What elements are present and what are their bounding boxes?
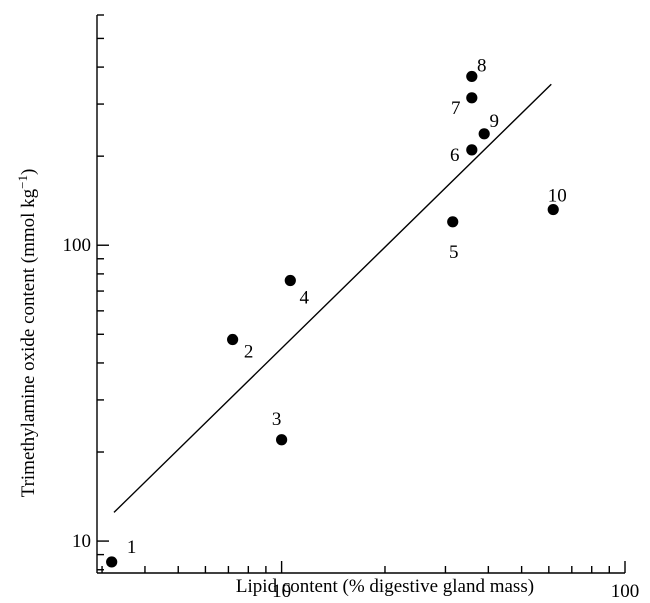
regression-line — [113, 83, 552, 513]
data-point-1 — [106, 556, 118, 568]
y-axis-title-close: ) — [18, 169, 39, 175]
data-point-6 — [466, 144, 478, 156]
y-tick-label: 100 — [63, 235, 92, 256]
x-tick-label: 10 — [272, 581, 291, 602]
y-axis-title-superscript: −1 — [15, 175, 30, 189]
point-label-5: 5 — [449, 242, 459, 263]
data-point-8 — [466, 70, 478, 83]
point-label-10: 10 — [548, 186, 567, 207]
point-label-2: 2 — [244, 342, 254, 363]
point-label-9: 9 — [489, 111, 499, 132]
point-label-8: 8 — [477, 55, 487, 76]
point-label-7: 7 — [451, 98, 461, 119]
y-axis-title: Trimethylamine oxide content (mmol kg−1) — [15, 169, 40, 498]
point-labels-layer: 1 2 3 4 5 6 7 8 9 10 — [127, 55, 567, 558]
data-point-5 — [447, 216, 459, 228]
data-point-7 — [466, 92, 478, 104]
point-label-6: 6 — [450, 145, 460, 166]
y-axis-title-main: Trimethylamine oxide content (mmol kg — [18, 188, 39, 497]
regression-line-layer — [113, 83, 552, 513]
point-label-4: 4 — [300, 287, 310, 308]
data-point-4 — [284, 274, 296, 287]
data-point-10 — [547, 203, 559, 216]
point-label-3: 3 — [272, 409, 282, 430]
data-points-layer — [106, 70, 559, 568]
axes-layer: 10 100 10 100 — [63, 14, 640, 602]
data-point-3 — [276, 434, 288, 446]
data-point-2 — [227, 333, 239, 346]
x-axis-title: Lipid content (% digestive gland mass) — [236, 576, 534, 597]
x-tick-label: 100 — [611, 581, 640, 602]
data-point-9 — [478, 128, 490, 140]
y-tick-label: 10 — [72, 531, 91, 552]
point-label-1: 1 — [127, 537, 137, 558]
